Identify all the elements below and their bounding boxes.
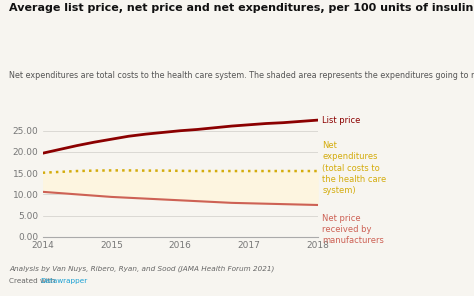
Text: Average list price, net price and net expenditures, per 100 units of insulin: Average list price, net price and net ex… [9, 3, 474, 13]
Text: Created with: Created with [9, 278, 58, 284]
Text: Datawrapper: Datawrapper [40, 278, 88, 284]
Text: Net price
received by
manufacturers: Net price received by manufacturers [322, 214, 384, 245]
Text: Net
expenditures
(total costs to
the health care
system): Net expenditures (total costs to the hea… [322, 141, 387, 195]
Text: Analysis by Van Nuys, Ribero, Ryan, and Sood (JAMA Health Forum 2021): Analysis by Van Nuys, Ribero, Ryan, and … [9, 266, 275, 272]
Text: List price: List price [322, 116, 361, 125]
Text: Net expenditures are total costs to the health care system. The shaded area repr: Net expenditures are total costs to the … [9, 71, 474, 80]
